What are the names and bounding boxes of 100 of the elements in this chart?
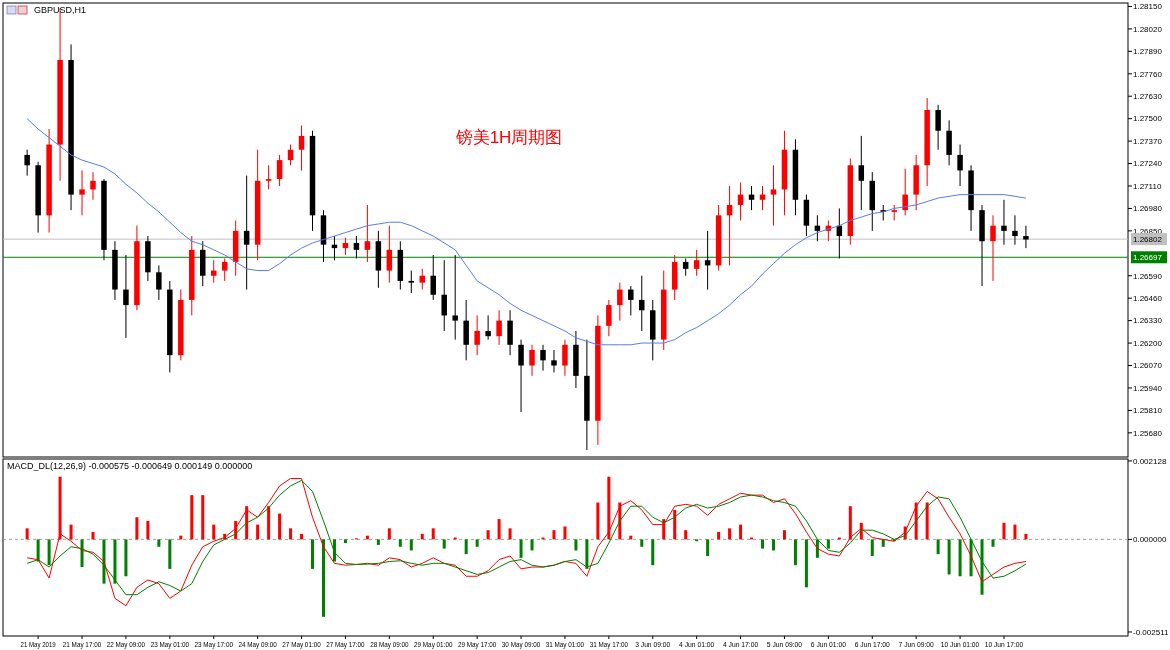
bar: [771, 539, 775, 551]
candlestick: [156, 264, 162, 301]
candlestick: [441, 259, 447, 332]
bar: [91, 532, 95, 540]
bar: [267, 506, 271, 540]
candlestick: [408, 270, 415, 294]
candlestick: [957, 144, 963, 187]
bar: [848, 506, 852, 540]
bar: [431, 528, 435, 540]
candlestick: [770, 164, 777, 227]
y-tick-label: 1.27890: [1133, 47, 1163, 57]
bar: [190, 495, 194, 540]
bar: [497, 519, 501, 540]
candlestick: [276, 154, 283, 187]
candlestick: [990, 214, 996, 282]
y-tick-label: 1.26460: [1133, 293, 1163, 303]
bar: [574, 539, 578, 551]
candlestick: [693, 249, 700, 277]
bar: [508, 528, 512, 540]
candlestick: [24, 149, 30, 177]
y-tick-label: 1.27240: [1133, 159, 1163, 169]
candlestick: [243, 175, 250, 291]
bar: [782, 530, 786, 540]
bar: [1013, 524, 1017, 540]
candlestick: [419, 268, 426, 291]
annotation: 镑美1H周期图: [454, 128, 563, 147]
candlestick: [90, 171, 96, 201]
bar: [311, 539, 315, 569]
bar: [146, 520, 150, 540]
bar: [376, 539, 380, 545]
bar: [761, 539, 765, 549]
candlestick: [551, 349, 557, 373]
y-tick-label: 1.27630: [1133, 92, 1163, 102]
bar: [640, 539, 644, 547]
candlestick: [902, 168, 908, 216]
line-series: [26, 118, 1027, 346]
candlestick: [79, 169, 85, 216]
bar: [1002, 522, 1006, 540]
y-tick-label: 1.27760: [1133, 69, 1163, 79]
y-tick-label: 1.28150: [1133, 2, 1163, 12]
y-tick-label: 1.25810: [1133, 406, 1163, 416]
bar: [530, 539, 534, 551]
candlestick: [529, 344, 535, 377]
bar: [25, 528, 29, 540]
y-tick-label: 1.26330: [1133, 316, 1163, 326]
bar: [728, 528, 732, 540]
candlestick: [562, 339, 568, 377]
bar: [826, 539, 830, 549]
y-tick-label: 1.27110: [1133, 181, 1162, 191]
candlestick: [518, 339, 524, 413]
bar: [673, 509, 677, 540]
y-tick-label: 0.002128: [1133, 456, 1167, 466]
bar: [651, 539, 655, 566]
bar: [958, 539, 962, 577]
candlestick: [858, 135, 865, 211]
y-tick-label: 1.26980: [1133, 204, 1163, 214]
y-tick-label: 1.27370: [1133, 136, 1163, 146]
bar: [387, 528, 391, 540]
y-tick-label: 1.26200: [1133, 338, 1163, 348]
bar: [201, 495, 205, 540]
y-tick-label: 1.26850: [1133, 226, 1163, 236]
candlestick: [353, 235, 360, 259]
bar: [343, 539, 347, 544]
bar: [815, 539, 819, 558]
bar: [991, 539, 995, 547]
bar: [398, 539, 402, 547]
candlestick: [606, 299, 612, 337]
y-tick-label: 1.26590: [1133, 271, 1163, 281]
bar: [486, 530, 490, 540]
ref-line-label: 1.26802: [1133, 234, 1163, 244]
bar: [947, 539, 951, 575]
y-tick-label: 1.27500: [1133, 114, 1163, 124]
candlestick: [617, 282, 623, 322]
bar: [69, 524, 73, 540]
bar: [113, 539, 117, 584]
bar: [102, 539, 106, 584]
bar: [157, 539, 161, 547]
y-tick-label: 0.000000: [1133, 535, 1167, 545]
y-tick-label: 1.25680: [1133, 428, 1163, 438]
candlestick: [496, 309, 502, 346]
bar: [585, 539, 589, 569]
bar: [321, 539, 325, 617]
bar: [124, 539, 128, 577]
bar: [596, 502, 600, 540]
bar: [289, 528, 293, 540]
candlestick: [123, 254, 129, 339]
y-tick-label: -0.002511: [1133, 627, 1169, 637]
bar: [717, 532, 721, 540]
bar: [706, 539, 710, 556]
bar: [256, 524, 260, 540]
candlestick: [265, 164, 272, 190]
candlestick: [639, 275, 645, 332]
bar: [684, 530, 688, 540]
bar: [804, 539, 808, 588]
bar: [475, 539, 479, 547]
candlestick: [298, 125, 305, 171]
bar: [563, 526, 567, 540]
bar: [739, 524, 743, 540]
candlestick: [452, 254, 458, 341]
bar: [278, 513, 282, 540]
